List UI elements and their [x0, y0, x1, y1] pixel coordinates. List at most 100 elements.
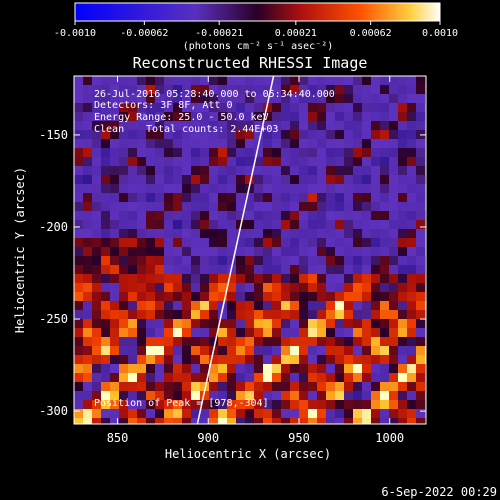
heatmap-cell	[92, 148, 101, 157]
heatmap-cell	[128, 193, 137, 202]
heatmap-cell	[263, 301, 272, 310]
heatmap-cell	[146, 211, 155, 220]
heatmap-cell	[191, 391, 200, 400]
heatmap-cell	[236, 139, 245, 148]
heatmap-cell	[137, 175, 146, 184]
heatmap-cell	[407, 94, 416, 103]
heatmap-cell	[308, 220, 317, 229]
heatmap-cell	[272, 175, 281, 184]
heatmap-cell	[362, 220, 371, 229]
heatmap-cell	[335, 175, 344, 184]
heatmap-cell	[299, 292, 308, 301]
chart-title: Reconstructed RHESSI Image	[133, 54, 368, 72]
heatmap-cell	[92, 382, 101, 391]
heatmap-cell	[227, 301, 236, 310]
heatmap-cell	[146, 202, 155, 211]
heatmap-cell	[173, 319, 182, 328]
heatmap-cell	[290, 220, 299, 229]
heatmap-cell	[317, 292, 326, 301]
heatmap-cell	[128, 76, 137, 85]
heatmap-cell	[308, 274, 317, 283]
heatmap-cell	[335, 346, 344, 355]
heatmap-cell	[218, 211, 227, 220]
heatmap-cell	[380, 184, 389, 193]
heatmap-cell	[101, 400, 110, 409]
heatmap-cell	[245, 229, 254, 238]
heatmap-cell	[344, 292, 353, 301]
y-tick-label: -300	[39, 404, 68, 418]
heatmap-cell	[353, 256, 362, 265]
heatmap-cell	[164, 184, 173, 193]
heatmap-cell	[146, 148, 155, 157]
heatmap-cell	[263, 373, 272, 382]
heatmap-cell	[227, 400, 236, 409]
heatmap-cell	[290, 139, 299, 148]
heatmap-cell	[344, 139, 353, 148]
heatmap-cell	[191, 373, 200, 382]
heatmap-cell	[380, 373, 389, 382]
heatmap-cell	[191, 247, 200, 256]
heatmap-cell	[173, 373, 182, 382]
heatmap-cell	[416, 148, 425, 157]
heatmap-cell	[272, 94, 281, 103]
heatmap-cell	[416, 247, 425, 256]
heatmap-cell	[290, 247, 299, 256]
heatmap-cell	[281, 265, 290, 274]
heatmap-cell	[380, 400, 389, 409]
heatmap-cell	[254, 157, 263, 166]
heatmap-cell	[290, 184, 299, 193]
heatmap-cell	[227, 274, 236, 283]
heatmap-cell	[200, 265, 209, 274]
heatmap-cell	[290, 310, 299, 319]
heatmap-cell	[380, 166, 389, 175]
heatmap-cell	[83, 211, 92, 220]
heatmap-cell	[254, 310, 263, 319]
heatmap-cell	[380, 382, 389, 391]
heatmap-cell	[254, 103, 263, 112]
heatmap-cell	[218, 85, 227, 94]
heatmap-cell	[407, 85, 416, 94]
heatmap-cell	[101, 292, 110, 301]
heatmap-cell	[218, 202, 227, 211]
heatmap-cell	[299, 418, 308, 424]
heatmap-cell	[209, 418, 218, 424]
heatmap-cell	[173, 337, 182, 346]
heatmap-cell	[83, 85, 92, 94]
heatmap-cell	[344, 364, 353, 373]
heatmap-cell	[281, 382, 290, 391]
heatmap-cell	[227, 103, 236, 112]
heatmap-cell	[326, 229, 335, 238]
heatmap-cell	[362, 247, 371, 256]
heatmap-cell	[362, 409, 371, 418]
heatmap-cell	[218, 112, 227, 121]
heatmap-cell	[119, 247, 128, 256]
heatmap-cell	[362, 319, 371, 328]
heatmap-cell	[362, 382, 371, 391]
heatmap-cell	[362, 112, 371, 121]
heatmap-cell	[281, 148, 290, 157]
heatmap-cell	[371, 346, 380, 355]
heatmap-cell	[398, 301, 407, 310]
heatmap-cell	[362, 364, 371, 373]
heatmap-cell	[137, 310, 146, 319]
heatmap-cell	[416, 337, 425, 346]
heatmap-cell	[380, 193, 389, 202]
heatmap-cell	[236, 337, 245, 346]
heatmap-cell	[164, 355, 173, 364]
heatmap-cell	[272, 292, 281, 301]
heatmap-cell	[164, 148, 173, 157]
heatmap-cell	[344, 247, 353, 256]
heatmap-cell	[236, 373, 245, 382]
heatmap-cell	[281, 175, 290, 184]
heatmap-cell	[155, 400, 164, 409]
heatmap-cell	[200, 274, 209, 283]
heatmap-cell	[74, 157, 83, 166]
heatmap-cell	[317, 103, 326, 112]
heatmap-cell	[398, 409, 407, 418]
heatmap-cell	[344, 121, 353, 130]
heatmap-cell	[173, 103, 182, 112]
heatmap-cell	[272, 139, 281, 148]
heatmap-cell	[101, 337, 110, 346]
heatmap-cell	[371, 265, 380, 274]
heatmap-cell	[290, 166, 299, 175]
